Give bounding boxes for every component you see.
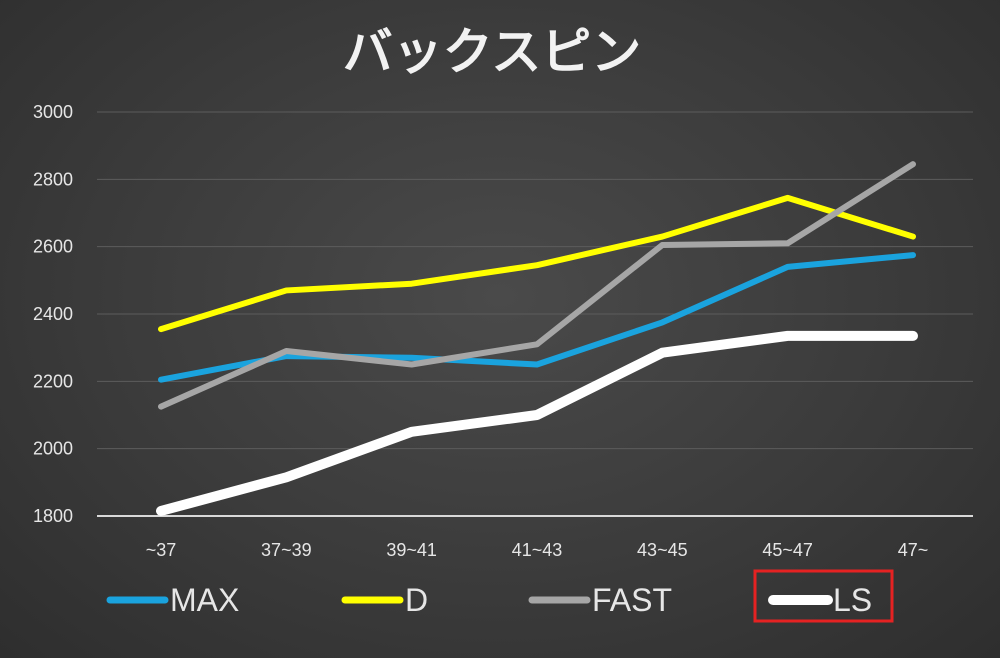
y-tick-label: 2800 [33, 169, 73, 189]
legend-item-max: MAX [106, 582, 239, 618]
series-line-ls [156, 330, 918, 516]
y-tick-label: 1800 [33, 506, 73, 526]
legend-item-d: D [341, 582, 428, 618]
chart-title: バックスピン [343, 23, 642, 81]
x-tick-label: 37~39 [261, 540, 312, 560]
legend-label: LS [833, 582, 872, 618]
legend-label: FAST [592, 582, 672, 618]
legend-label: D [405, 582, 428, 618]
y-tick-label: 2600 [33, 237, 73, 257]
legend-highlight-box [753, 569, 894, 623]
y-tick-label: 2400 [33, 304, 73, 324]
gridlines [97, 111, 973, 517]
series-line-max [158, 252, 916, 383]
legend-item-fast: FAST [528, 582, 672, 618]
x-tick-label: 45~47 [762, 540, 813, 560]
x-tick-label: 47~ [898, 540, 929, 560]
legend-label: MAX [170, 582, 239, 618]
y-tick-label: 2000 [33, 439, 73, 459]
series-line-fast [158, 161, 916, 410]
legend-item-ls: LS [753, 569, 894, 623]
series-line-d [158, 194, 916, 333]
x-tick-label: ~37 [146, 540, 177, 560]
x-tick-label: 39~41 [386, 540, 437, 560]
y-tick-label: 3000 [33, 102, 73, 122]
y-axis-ticks: 1800 2000 2200 2400 2600 2800 3000 [33, 102, 73, 526]
x-tick-label: 43~45 [637, 540, 688, 560]
legend: MAX D FAST LS [106, 569, 894, 623]
x-axis-ticks: ~37 37~39 39~41 41~43 43~45 45~47 47~ [146, 540, 929, 560]
y-tick-label: 2200 [33, 371, 73, 391]
series-lines [156, 161, 918, 516]
x-tick-label: 41~43 [512, 540, 563, 560]
